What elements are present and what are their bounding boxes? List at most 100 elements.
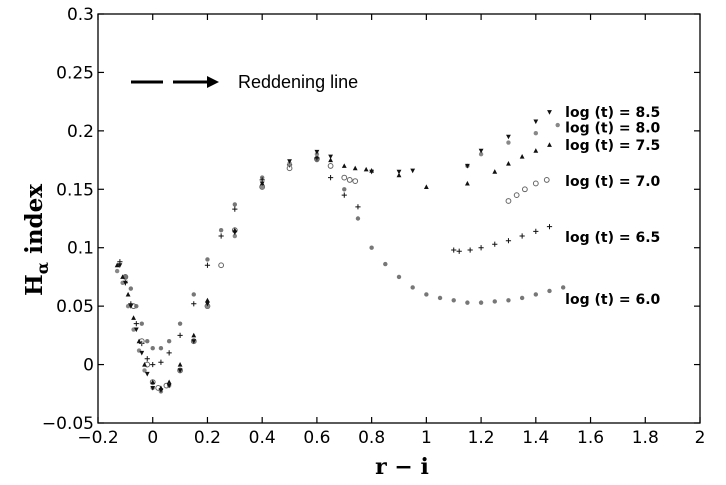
data-point [346,177,353,183]
data-point [355,216,361,221]
data-point [158,359,164,365]
data-point [259,181,265,187]
data-point [383,261,388,267]
data-point [478,245,484,251]
data-point [145,339,150,344]
y-axis-label-subscript: α [33,262,52,274]
y-axis-label: Hα index [21,184,52,296]
data-point [131,315,136,320]
data-point [139,321,144,326]
series-label: log (t) = 7.5 [565,138,660,154]
data-point [396,274,402,280]
data-point [191,339,197,344]
data-point [218,262,225,269]
data-point [287,159,292,164]
data-point [218,233,224,239]
y-axis-label-rest: index [21,184,48,262]
data-point [555,122,560,128]
data-point [492,299,497,304]
data-point [232,233,238,239]
y-tick-label: 0.3 [67,5,94,25]
data-point [451,247,457,253]
data-point [286,165,293,172]
data-point [546,224,553,230]
y-axis-label-main: H [21,274,48,296]
data-point [327,175,334,181]
x-tick-label: 0.2 [194,428,221,448]
data-point [150,346,155,351]
data-point [410,285,415,290]
x-tick-label: 0.6 [303,428,330,448]
data-point [133,321,139,327]
data-point [478,152,484,157]
data-point [114,262,120,268]
data-point [355,204,361,210]
data-point [117,263,123,268]
data-point [327,163,334,169]
data-point [177,332,183,338]
data-point [547,110,552,115]
x-tick-label: 0.8 [358,428,385,448]
data-point [519,153,525,159]
data-point [158,388,164,393]
x-tick-label: 1.6 [577,428,604,448]
data-point [205,297,210,303]
data-point [232,230,238,236]
data-point [465,300,470,305]
data-point [144,356,150,362]
data-point [513,192,520,199]
data-point [120,274,126,279]
data-point [232,206,238,212]
series-label: log (t) = 6.5 [565,230,660,246]
data-point [204,262,211,268]
data-point [532,180,539,187]
data-point [437,295,443,301]
legend-label: Reddening line [238,72,358,92]
data-marks [114,110,566,394]
data-point [352,165,358,171]
plot-frame [97,13,701,424]
data-point [424,292,429,297]
data-point [177,368,183,374]
y-tick-label: 0.25 [56,63,94,83]
x-tick-label: 1.4 [522,428,549,448]
data-point [166,383,172,389]
data-point [259,184,265,190]
data-point [150,361,156,368]
series-label: log (t) = 8.5 [565,105,660,121]
data-point [451,298,456,303]
data-point [396,169,402,175]
data-point [142,368,147,373]
data-point [533,292,539,297]
data-point [139,350,145,356]
y-tick-label: 0 [83,356,94,376]
data-point [341,192,347,198]
data-point [533,228,539,234]
data-point [133,327,139,333]
data-point [506,134,511,140]
data-point [177,321,183,326]
data-point [369,169,375,175]
x-tick-label: −0.2 [77,428,118,448]
data-point [144,371,150,377]
data-point [505,198,512,204]
data-point [369,245,374,250]
data-point [166,339,172,344]
axes: −0.2 0 0.2 0.4 0.6 0.8 1 1.2 1.4 1.6 1.8 2 −0.05 0 0.0… [42,5,706,448]
data-point [363,166,369,172]
data-point [125,291,131,297]
data-point [396,172,402,178]
data-point [492,241,498,247]
data-point [232,202,238,207]
legend: Reddening line [131,72,358,92]
series-label: log (t) = 7.0 [565,174,660,190]
data-point [456,248,462,254]
data-point [519,295,525,301]
data-point [191,292,196,297]
data-point [352,178,359,185]
series-6.5-marks [117,155,553,368]
x-tick-label: 1 [421,428,432,448]
data-point [547,142,552,147]
